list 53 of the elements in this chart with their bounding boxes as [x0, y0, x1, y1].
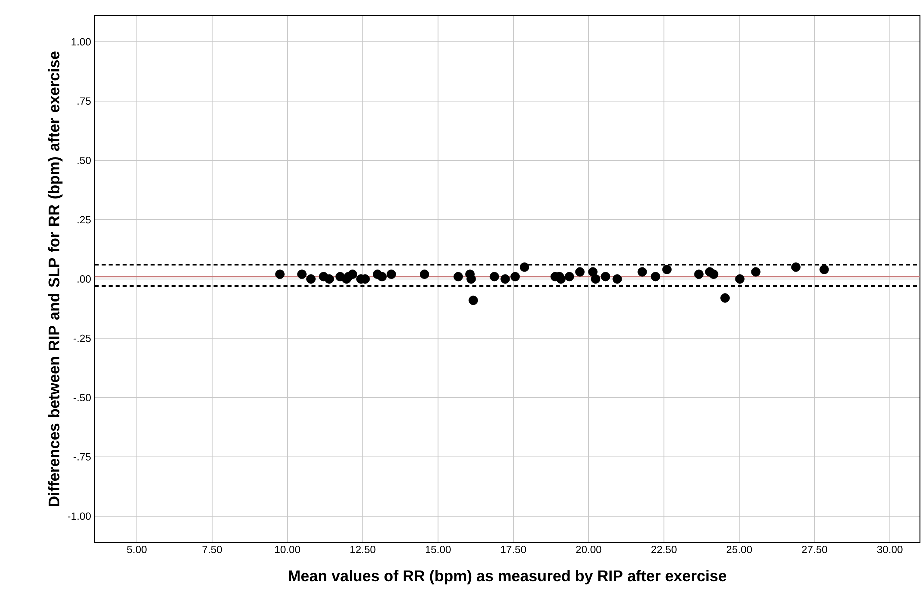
x-tick-label: 7.50: [202, 546, 222, 554]
point: [500, 274, 510, 284]
y-tick-label: -.25: [74, 334, 91, 342]
y-tick-label: -1.00: [68, 512, 91, 520]
point: [694, 270, 704, 279]
y-tick-label: .00: [78, 275, 91, 283]
point: [297, 270, 307, 279]
y-tick-label: -.75: [74, 453, 91, 461]
x-axis-title: Mean values of RR (bpm) as measured by RIP after exercise: [289, 570, 726, 584]
point: [386, 270, 396, 279]
y-tick-label: .50: [78, 156, 91, 164]
point: [601, 272, 610, 282]
point: [275, 270, 285, 279]
point: [454, 272, 464, 282]
point: [751, 267, 761, 277]
point: [735, 274, 745, 284]
x-tick-label: 12.50: [350, 546, 376, 554]
y-axis-title: Differences between RIP and SLP for RR (bpm) after exercise: [48, 52, 63, 506]
x-tick-label: 20.00: [576, 546, 602, 554]
x-tick-label: 25.00: [726, 546, 752, 554]
point: [378, 272, 387, 282]
point: [468, 296, 478, 306]
x-tick-label: 27.50: [802, 546, 828, 554]
x-tick-label: 17.50: [501, 546, 526, 554]
point: [520, 262, 530, 272]
point: [612, 274, 622, 284]
point: [556, 274, 566, 284]
point: [662, 264, 672, 274]
point: [820, 264, 830, 274]
point: [588, 267, 598, 277]
x-tick-label: 15.00: [426, 546, 451, 554]
point: [490, 272, 500, 282]
y-tick-label: -.50: [74, 394, 91, 402]
point: [324, 274, 334, 284]
point: [638, 267, 648, 277]
x-tick-label: 10.00: [275, 546, 300, 554]
point: [420, 270, 430, 279]
x-tick-label: 30.00: [877, 546, 903, 554]
point: [510, 272, 520, 282]
y-tick-label: .75: [78, 97, 91, 105]
point: [591, 274, 601, 284]
point: [348, 270, 358, 279]
x-tick-label: 5.00: [127, 546, 147, 554]
point: [575, 267, 585, 277]
x-tick-label: 22.50: [652, 546, 677, 554]
point: [564, 272, 574, 282]
y-tick-label: 1.00: [72, 38, 91, 46]
point: [791, 262, 801, 272]
point: [651, 272, 660, 282]
point: [306, 274, 316, 284]
point: [709, 270, 719, 279]
point: [720, 293, 730, 303]
y-tick-label: .25: [78, 216, 91, 224]
